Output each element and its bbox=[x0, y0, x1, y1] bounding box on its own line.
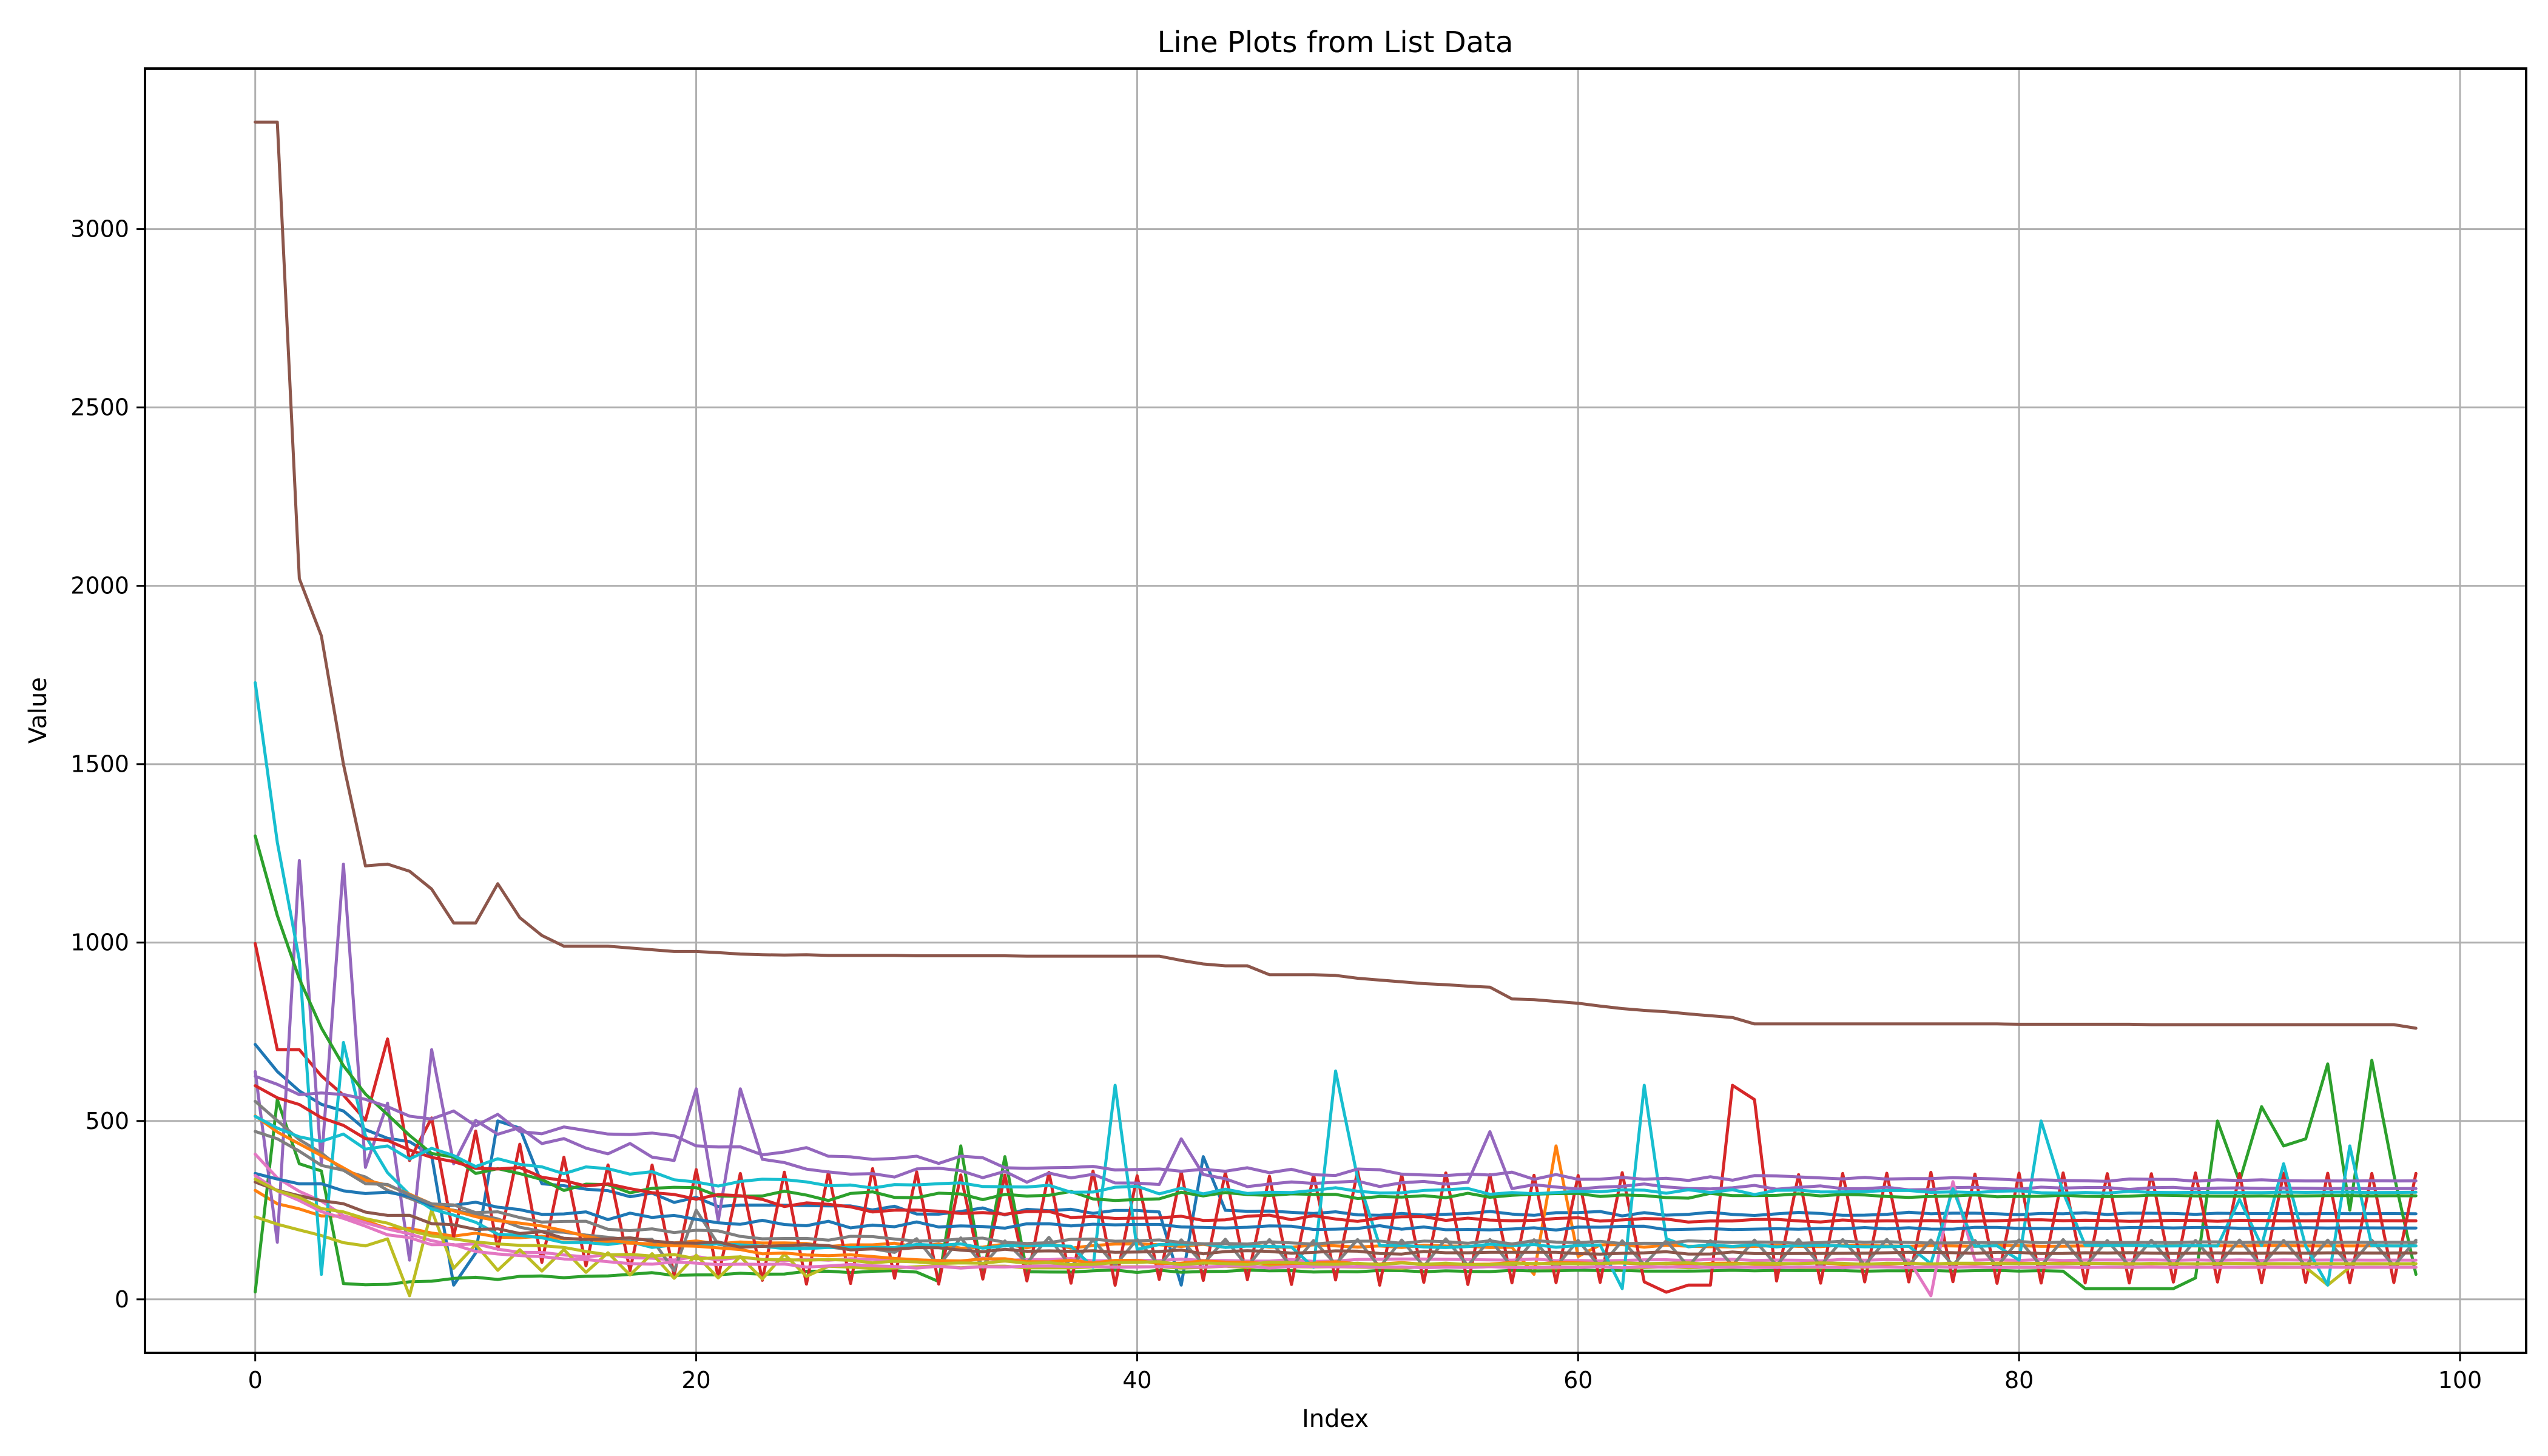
series-line-14 bbox=[254, 1074, 2418, 1183]
series-line-17 bbox=[254, 1130, 2418, 1246]
y-tick-label: 2000 bbox=[70, 573, 129, 599]
y-tick-label: 1500 bbox=[70, 751, 129, 778]
x-tick-label: 100 bbox=[2438, 1367, 2482, 1394]
series-line-2 bbox=[254, 1059, 2418, 1293]
series-line-19 bbox=[254, 1114, 2418, 1196]
series-line-9 bbox=[254, 681, 2418, 1290]
series-line-16 bbox=[254, 1174, 2418, 1270]
x-tick-label: 0 bbox=[248, 1367, 263, 1394]
y-tick-label: 500 bbox=[85, 1108, 129, 1134]
y-tick-label: 0 bbox=[115, 1286, 129, 1313]
x-tick-label: 60 bbox=[1563, 1367, 1592, 1394]
series-line-15 bbox=[254, 1180, 2418, 1256]
series-line-12 bbox=[254, 834, 2418, 1202]
chart-title: Line Plots from List Data bbox=[1158, 25, 1514, 59]
series-line-13 bbox=[254, 1084, 2418, 1224]
series-line-4 bbox=[254, 859, 2418, 1262]
series-line-5 bbox=[254, 120, 2418, 1030]
x-tick-label: 40 bbox=[1122, 1367, 1151, 1394]
x-tick-label: 80 bbox=[2004, 1367, 2034, 1394]
x-axis-ticks: 0 20 40 60 80 100 bbox=[248, 1353, 2482, 1394]
x-tick-label: 20 bbox=[681, 1367, 710, 1394]
y-axis-label: Value bbox=[24, 677, 52, 744]
y-axis-ticks: 0 500 1000 1500 2000 2500 3000 bbox=[70, 216, 145, 1313]
plot-frame bbox=[144, 67, 2527, 1354]
y-tick-label: 1000 bbox=[70, 929, 129, 956]
grid-lines bbox=[145, 69, 2526, 1353]
x-axis-label: Index bbox=[1302, 1405, 1369, 1433]
series-line-18 bbox=[254, 1178, 2418, 1267]
y-tick-label: 3000 bbox=[70, 216, 129, 243]
series-layer bbox=[254, 120, 2418, 1298]
y-tick-label: 2500 bbox=[70, 394, 129, 421]
series-line-10 bbox=[254, 1171, 2418, 1232]
series-line-3 bbox=[254, 942, 2418, 1294]
